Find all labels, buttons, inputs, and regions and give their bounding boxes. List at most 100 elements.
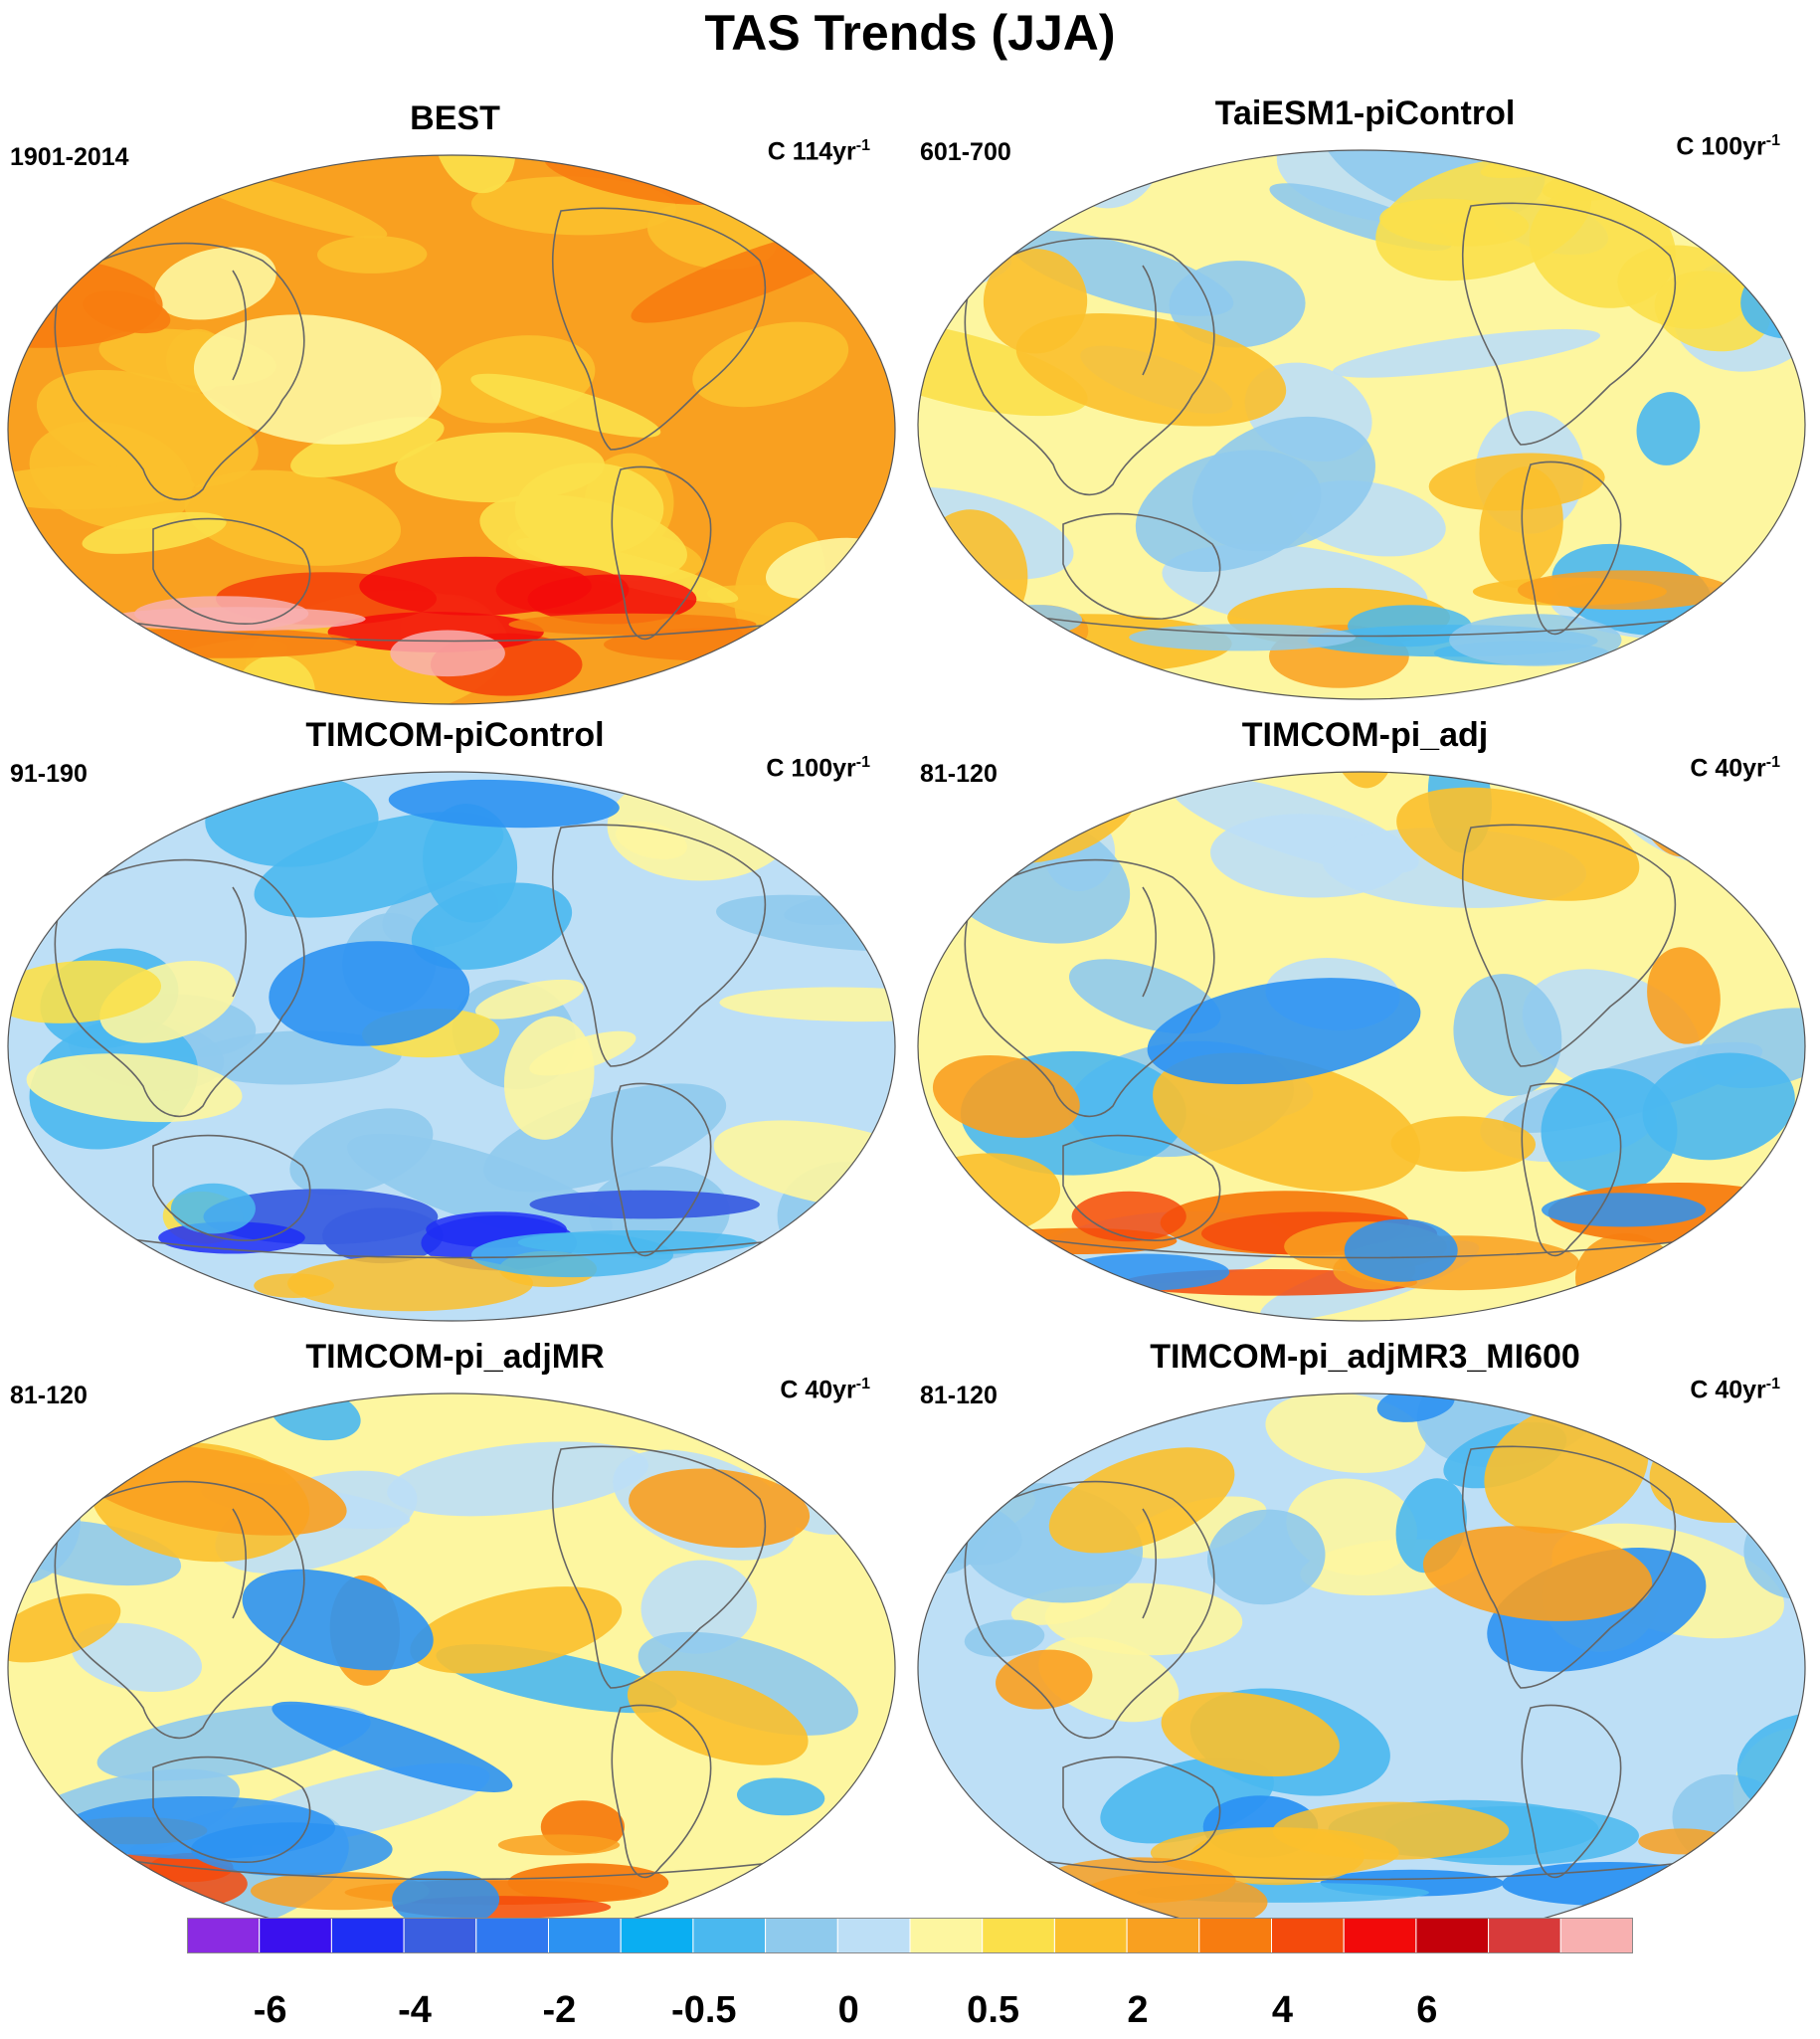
coastline [1461, 202, 1676, 446]
units-text: C 100yr [1676, 132, 1766, 161]
colorbar-label: 6 [1416, 1989, 1438, 2031]
units-exponent: -1 [1765, 754, 1780, 771]
coastline [1062, 1134, 1221, 1241]
world-map [7, 1392, 896, 1944]
units-text: C 100yr [766, 754, 856, 783]
map-panel: TIMCOM-pi_adjMR3_MI600 81-120 C 40yr-1 [910, 1338, 1820, 1954]
coastline [611, 465, 712, 641]
coastline [964, 1480, 1215, 1740]
map-border [7, 771, 896, 1322]
coastline [1521, 461, 1622, 636]
coastline [1062, 1756, 1221, 1863]
map-border [7, 154, 896, 705]
colorbar-swatch [330, 1918, 405, 1953]
units-text: C 40yr [1690, 1376, 1766, 1404]
units-text: C 40yr [1690, 754, 1766, 783]
panel-units: C 100yr-1 [766, 754, 870, 783]
map-field [8, 1393, 895, 1943]
units-exponent: -1 [1765, 1376, 1780, 1392]
coastline [1012, 1234, 1730, 1259]
colorbar-frame [187, 1918, 1633, 1953]
coastline [232, 886, 247, 998]
colorbar-swatch [1126, 1918, 1200, 1953]
coastline [54, 1480, 305, 1740]
colorbar-swatch [909, 1918, 984, 1953]
colorbar-swatch [1343, 1918, 1417, 1953]
coastline [152, 1134, 311, 1241]
colorbar-label: 0.5 [967, 1989, 1020, 2031]
colorbar-swatch [765, 1918, 838, 1953]
colorbar-swatch [620, 1918, 694, 1953]
colorbar-label: -2 [542, 1989, 577, 2031]
coastline [1012, 1856, 1730, 1881]
colorbar-swatch [1198, 1918, 1272, 1953]
coastline [551, 207, 766, 451]
coastline [232, 1508, 247, 1619]
coastline [551, 1445, 766, 1689]
units-text: C 114yr [767, 137, 856, 166]
world-map [7, 771, 896, 1322]
panel-period: 81-120 [920, 760, 998, 788]
map-panel: BEST 1901-2014 C 114yr-1 [0, 99, 910, 716]
coastline [152, 1756, 311, 1863]
colorbar-label: 2 [1127, 1989, 1149, 2031]
coastline [102, 1856, 820, 1881]
coastline [611, 1704, 712, 1879]
colorbar-swatch [692, 1918, 767, 1953]
coastline [1142, 265, 1157, 376]
colorbar-label: -4 [398, 1989, 432, 2031]
figure-title: TAS Trends (JJA) [704, 5, 1116, 61]
panel-period: 81-120 [920, 1382, 998, 1409]
coastline [54, 858, 305, 1118]
panel-period: 81-120 [10, 1382, 88, 1409]
coastline [1461, 824, 1676, 1067]
map-panel: TIMCOM-pi_adjMR 81-120 C 40yr-1 [0, 1338, 910, 1954]
map-panel: TIMCOM-pi_adj 81-120 C 40yr-1 [910, 716, 1820, 1333]
colorbar-swatch [1053, 1918, 1128, 1953]
colorbar-label: 4 [1271, 1989, 1293, 2031]
coastline [102, 1234, 820, 1259]
panel-units: C 114yr-1 [768, 137, 870, 166]
coastline [232, 270, 247, 381]
map-field [8, 772, 895, 1321]
coastline [152, 517, 311, 625]
panel-units: C 40yr-1 [1690, 1376, 1780, 1404]
world-map [917, 1392, 1806, 1944]
colorbar-swatch [548, 1918, 622, 1953]
colorbar-swatch [836, 1918, 911, 1953]
map-field [918, 1393, 1805, 1943]
panel-period: 91-190 [10, 760, 88, 788]
panel-units: C 40yr-1 [780, 1376, 870, 1404]
panel-title: TIMCOM-pi_adjMR3_MI600 [1150, 1338, 1580, 1376]
colorbar-swatch [403, 1918, 477, 1953]
coastline [611, 1082, 712, 1257]
colorbar-swatch [1559, 1918, 1633, 1953]
panel-title: TIMCOM-pi_adj [1241, 716, 1489, 754]
coastline [551, 824, 766, 1067]
map-field [8, 155, 895, 704]
map-panel: TIMCOM-piControl 91-190 C 100yr-1 [0, 716, 910, 1333]
coastline [964, 237, 1215, 496]
panel-units: C 100yr-1 [1676, 132, 1780, 161]
map-field [918, 150, 1805, 699]
world-map [917, 771, 1806, 1322]
coastline [1142, 886, 1157, 998]
map-panel: TaiESM1-piControl 601-700 C 100yr-1 [910, 94, 1820, 711]
world-map [7, 154, 896, 705]
panel-units: C 40yr-1 [1690, 754, 1780, 783]
units-exponent: -1 [855, 754, 870, 771]
coastline [1521, 1704, 1622, 1879]
coastline [1012, 613, 1730, 638]
coastline [54, 242, 305, 501]
panel-period: 1901-2014 [10, 143, 129, 171]
colorbar-label: 0 [837, 1989, 859, 2031]
coastline [1142, 1508, 1157, 1619]
colorbar-swatch [982, 1918, 1055, 1953]
colorbar-swatch [259, 1918, 332, 1953]
colorbar-swatch [1488, 1918, 1561, 1953]
coastline [1461, 1445, 1676, 1689]
colorbar-label: -6 [253, 1989, 287, 2031]
panel-title: BEST [410, 99, 500, 137]
world-map [917, 149, 1806, 700]
panel-title: TIMCOM-pi_adjMR [305, 1338, 605, 1376]
